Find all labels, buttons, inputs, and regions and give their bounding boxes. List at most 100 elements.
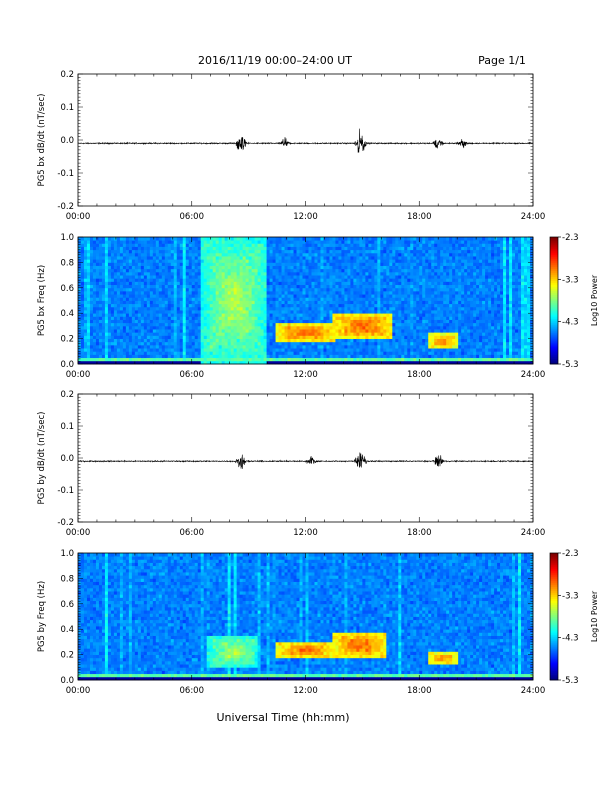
spectrogram-cell	[261, 313, 264, 317]
spectrogram-cell	[183, 307, 186, 311]
spectrogram-cell	[192, 281, 195, 285]
spectrogram-cell	[225, 237, 228, 241]
spectrogram-cell	[141, 332, 144, 336]
spectrogram-cell	[431, 285, 434, 289]
spectrogram-cell	[99, 256, 102, 260]
spectrogram-cell	[413, 297, 416, 301]
spectrogram-cell	[174, 266, 177, 270]
spectrogram-cell	[171, 285, 174, 289]
spectrogram-cell	[350, 291, 353, 295]
spectrogram-cell	[416, 288, 419, 292]
spectrogram-cell	[246, 240, 249, 244]
spectrogram-cell	[386, 278, 389, 282]
spectrogram-cell	[365, 332, 368, 336]
spectrogram-cell	[216, 253, 219, 257]
spectrogram-cell	[237, 310, 240, 314]
spectrogram-cell	[368, 335, 371, 339]
spectrogram-cell	[201, 262, 204, 266]
spectrogram-cell	[261, 320, 264, 324]
spectrogram-cell	[297, 237, 300, 241]
spectrogram-cell	[410, 266, 413, 270]
spectrogram-cell	[165, 358, 168, 362]
spectrogram-cell	[231, 247, 234, 251]
spectrogram-cell	[389, 335, 392, 339]
spectrogram-cell	[323, 297, 326, 301]
spectrogram-cell	[311, 240, 314, 244]
spectrogram-cell	[216, 291, 219, 295]
spectrogram-cell	[416, 348, 419, 352]
spectrogram-cell	[395, 313, 398, 317]
spectrogram-cell	[231, 345, 234, 349]
spectrogram-cell	[114, 297, 117, 301]
spectrogram-cell	[285, 348, 288, 352]
spectrogram-cell	[225, 329, 228, 333]
spectrogram-cell	[213, 256, 216, 260]
spectrogram-cell	[270, 288, 273, 292]
spectrogram-cell	[380, 304, 383, 308]
spectrogram-cell	[416, 307, 419, 311]
spectrogram-cell	[117, 313, 120, 317]
spectrogram-cell	[386, 288, 389, 292]
spectrogram-cell	[306, 281, 309, 285]
spectrogram-cell	[416, 297, 419, 301]
spectrogram-cell	[234, 243, 237, 247]
spectrogram-cell	[84, 301, 87, 305]
spectrogram-cell	[240, 240, 243, 244]
spectrogram-cell	[132, 243, 135, 247]
spectrogram-cell	[198, 243, 201, 247]
spectrogram-cell	[261, 342, 264, 346]
spectrogram-cell	[144, 358, 147, 362]
spectrogram-cell	[201, 240, 204, 244]
spectrogram-cell	[303, 329, 306, 333]
spectrogram-cell	[392, 291, 395, 295]
spectrogram-cell	[186, 275, 189, 279]
spectrogram-cell	[87, 335, 90, 339]
spectrogram-cell	[168, 323, 171, 327]
spectrogram-cell	[108, 335, 111, 339]
spectrogram-cell	[380, 272, 383, 276]
spectrogram-cell	[288, 262, 291, 266]
spectrogram-cell	[285, 269, 288, 273]
spectrogram-cell	[383, 345, 386, 349]
spectrogram-cell	[177, 253, 180, 257]
spectrogram-cell	[156, 342, 159, 346]
spectrogram-cell	[311, 307, 314, 311]
spectrogram-cell	[237, 278, 240, 282]
spectrogram-cell	[153, 320, 156, 324]
spectrogram-cell	[219, 278, 222, 282]
spectrogram-cell	[156, 259, 159, 263]
spectrogram-cell	[138, 250, 141, 254]
spectrogram-cell	[246, 281, 249, 285]
spectrogram-cell	[401, 237, 404, 241]
spectrogram-cell	[398, 243, 401, 247]
spectrogram-cell	[320, 316, 323, 320]
spectrogram-cell	[437, 307, 440, 311]
spectrogram-cell	[84, 345, 87, 349]
spectrogram-cell	[228, 348, 231, 352]
spectrogram-cell	[326, 323, 329, 327]
spectrogram-cell	[353, 269, 356, 273]
spectrogram-cell	[240, 348, 243, 352]
spectrogram-cell	[87, 262, 90, 266]
spectrogram-cell	[374, 294, 377, 298]
spectrogram-cell	[294, 320, 297, 324]
spectrogram-cell	[437, 243, 440, 247]
spectrogram-cell	[228, 323, 231, 327]
spectrogram-cell	[344, 266, 347, 270]
spectrogram-cell	[117, 291, 120, 295]
spectrogram-cell	[335, 313, 338, 317]
spectrogram-cell	[395, 329, 398, 333]
spectrogram-cell	[180, 291, 183, 295]
spectrogram-cell	[285, 262, 288, 266]
spectrogram-cell	[308, 243, 311, 247]
spectrogram-cell	[314, 313, 317, 317]
spectrogram-cell	[374, 342, 377, 346]
spectrogram-cell	[440, 351, 443, 355]
spectrogram-cell	[416, 253, 419, 257]
spectrogram-cell	[344, 345, 347, 349]
spectrogram-cell	[225, 250, 228, 254]
spectrogram-cell	[117, 237, 120, 241]
spectrogram-cell	[425, 320, 428, 324]
spectrogram-cell	[431, 259, 434, 263]
spectrogram-cell	[201, 297, 204, 301]
